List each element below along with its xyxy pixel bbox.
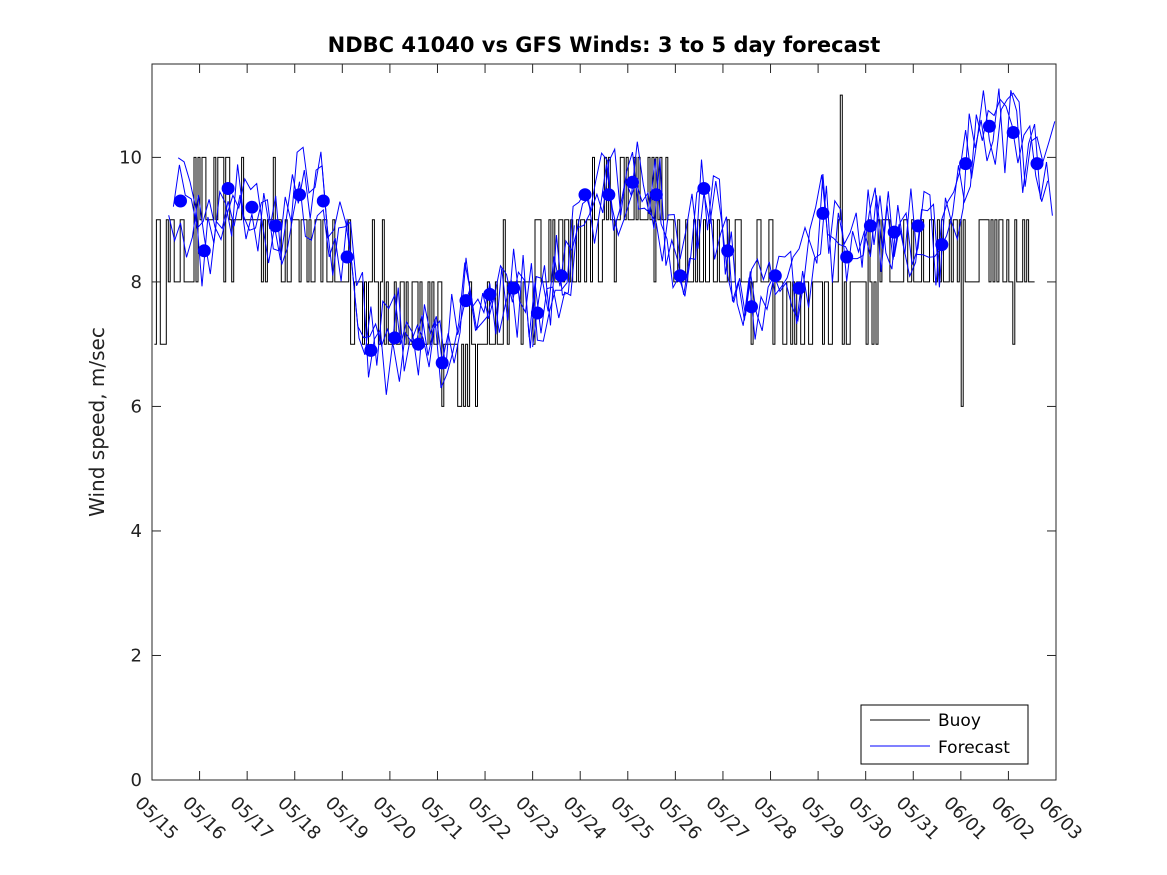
- axes-frame: [151, 63, 1057, 781]
- x-tick-label: 05/31: [892, 793, 944, 845]
- forecast-marker: [602, 188, 616, 202]
- forecast-marker: [578, 188, 592, 202]
- plot-layer: [154, 88, 1056, 407]
- forecast-marker: [887, 225, 901, 239]
- y-tick-label: 10: [119, 147, 142, 168]
- forecast-marker: [459, 294, 473, 308]
- forecast-series-line-1: [168, 90, 1056, 376]
- y-tick-label: 6: [131, 396, 142, 417]
- x-tick-label: 05/20: [368, 793, 420, 845]
- forecast-marker: [697, 182, 711, 195]
- forecast-marker: [293, 188, 306, 202]
- x-tick-label: 06/01: [939, 793, 991, 845]
- forecast-marker: [1030, 157, 1044, 171]
- x-tick-label: 05/22: [464, 793, 516, 845]
- forecast-marker: [721, 244, 735, 258]
- forecast-marker: [745, 300, 758, 314]
- x-tick-label: 05/27: [701, 793, 753, 845]
- x-tick-label: 06/02: [987, 793, 1039, 845]
- forecast-marker: [911, 219, 925, 233]
- forecast-marker: [316, 194, 330, 208]
- y-tick-label: 4: [131, 521, 142, 542]
- x-tick-label: 05/28: [749, 793, 801, 845]
- forecast-marker: [245, 200, 259, 214]
- forecast-marker: [673, 269, 687, 283]
- x-tick-label: 05/29: [797, 793, 849, 845]
- forecast-marker: [530, 306, 544, 320]
- forecast-marker: [269, 219, 283, 233]
- forecast-marker: [554, 269, 568, 283]
- forecast-marker: [816, 206, 830, 220]
- forecast-marker: [1006, 126, 1020, 139]
- x-tick-label: 05/25: [606, 793, 658, 845]
- x-tick-label: 05/17: [226, 793, 278, 845]
- forecast-marker: [840, 250, 854, 264]
- x-tick-label: 05/21: [416, 793, 468, 845]
- forecast-marker: [626, 175, 639, 189]
- x-tick-label: 05/24: [559, 793, 611, 845]
- chart-title: NDBC 41040 vs GFS Winds: 3 to 5 day fore…: [328, 33, 881, 57]
- y-tick-label: 2: [131, 645, 142, 666]
- forecast-marker: [197, 244, 211, 258]
- legend-buoy-label: Buoy: [938, 711, 981, 731]
- y-tick-label: 0: [131, 770, 142, 791]
- forecast-marker: [483, 287, 497, 301]
- y-tick-label: 8: [131, 272, 142, 293]
- x-tick-label: 05/26: [654, 793, 706, 845]
- x-tick-label: 05/18: [273, 793, 325, 845]
- forecast-marker: [507, 281, 521, 295]
- y-axis-label: Wind speed, m/sec: [85, 327, 109, 517]
- x-tick-label: 05/15: [130, 793, 182, 845]
- x-tick-label: 06/03: [1034, 793, 1086, 845]
- forecast-marker: [174, 194, 187, 208]
- forecast-marker: [388, 331, 402, 345]
- forecast-marker: [221, 182, 235, 195]
- forecast-marker: [863, 219, 877, 233]
- forecast-marker: [959, 157, 973, 171]
- forecast-marker: [340, 250, 354, 264]
- legend: Buoy Forecast: [860, 704, 1029, 765]
- forecast-marker: [649, 188, 663, 202]
- forecast-marker: [364, 343, 378, 357]
- legend-box: [860, 704, 1029, 765]
- forecast-series-line-4: [532, 225, 575, 348]
- forecast-marker: [792, 281, 806, 295]
- forecast-marker: [411, 337, 425, 351]
- legend-forecast-label: Forecast: [938, 738, 1010, 758]
- forecast-marker: [768, 269, 782, 283]
- forecast-marker: [935, 238, 949, 252]
- x-tick-label: 05/19: [321, 793, 373, 845]
- forecast-marker: [435, 356, 449, 370]
- x-tick-label: 05/23: [511, 793, 563, 845]
- x-tick-label: 05/30: [844, 793, 896, 845]
- forecast-marker: [982, 119, 996, 133]
- x-tick-label: 05/16: [178, 793, 230, 845]
